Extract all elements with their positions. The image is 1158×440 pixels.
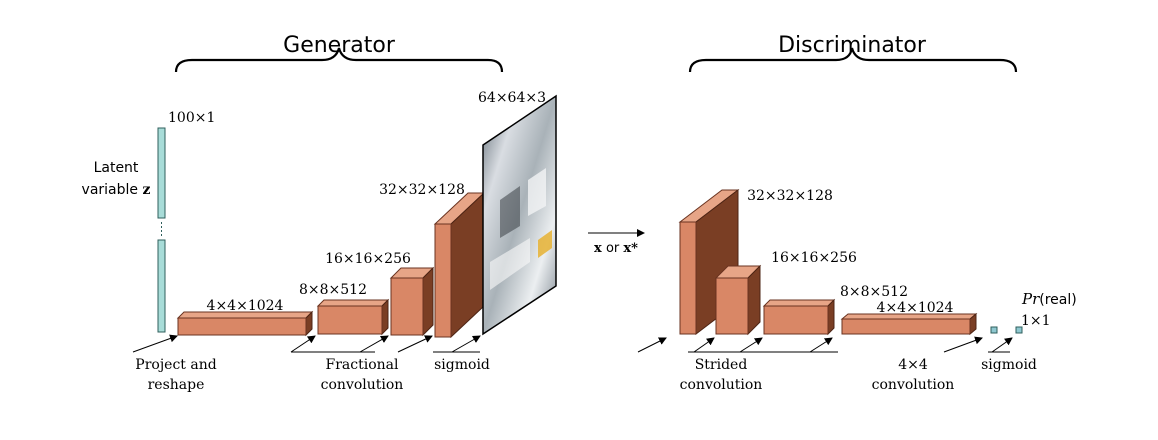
fractional-conv-label-2: convolution: [321, 377, 404, 393]
generator-layer-label-3: 16×16×256: [325, 251, 411, 267]
probability-label: Pr(real): [1021, 290, 1077, 308]
generator-block-32x32x128: [433, 191, 486, 339]
generator-block-4x4x1024: [176, 310, 314, 337]
discriminator-block-4x4x1024: [840, 312, 978, 336]
generator-title: Generator: [283, 33, 396, 58]
discriminator-sigmoid-label: sigmoid: [981, 357, 1037, 373]
strided-conv-label-1: Strided: [695, 357, 748, 373]
discriminator-output-square-1: [990, 326, 998, 334]
generator-sigmoid-label: sigmoid: [434, 357, 490, 373]
generator-section: Generator 100×1 Latent variable z 4×4×10…: [82, 33, 557, 393]
input-link-label: x or x*: [594, 241, 638, 256]
discriminator-layer-label-1: 32×32×128: [747, 188, 833, 204]
discriminator-section: Discriminator 32×32×128 16×16×256 8×8×51…: [637, 33, 1077, 393]
discriminator-output-size-label: 1×1: [1021, 313, 1051, 329]
latent-label-line2: variable z: [82, 182, 151, 198]
discriminator-op-arrows: [637, 336, 1013, 353]
discriminator-title: Discriminator: [778, 33, 927, 58]
generator-layer-label-1: 4×4×1024: [207, 298, 284, 314]
project-reshape-label-1: Project and: [135, 357, 216, 373]
latent-vector: [157, 127, 166, 333]
project-reshape-label-2: reshape: [148, 377, 205, 393]
generator-block-8x8x512: [316, 298, 390, 336]
discriminator-block-8x8x512: [762, 298, 836, 336]
discriminator-block-16x16x256: [714, 264, 762, 336]
generator-layer-label-2: 8×8×512: [299, 282, 367, 298]
conv4x4-label-1: 4×4: [898, 357, 928, 373]
discriminator-layer-label-2: 16×16×256: [771, 250, 857, 266]
generator-brace: [174, 47, 504, 73]
conv4x4-label-2: convolution: [872, 377, 955, 393]
generated-image: [482, 94, 557, 336]
discriminator-layer-label-4: 4×4×1024: [877, 300, 954, 316]
latent-size-label: 100×1: [168, 110, 215, 126]
generator-block-16x16x256: [389, 266, 435, 337]
generator-op-arrows: [132, 334, 481, 353]
fractional-conv-label-1: Fractional: [326, 357, 399, 373]
latent-label-line1: Latent: [94, 160, 139, 176]
generator-layer-label-4: 32×32×128: [379, 182, 465, 198]
strided-conv-label-2: convolution: [680, 377, 763, 393]
discriminator-output-square-2: [1015, 326, 1023, 334]
input-link: x or x*: [588, 229, 645, 256]
discriminator-layer-label-3: 8×8×512: [840, 284, 908, 300]
output-size-label: 64×64×3: [478, 90, 546, 106]
discriminator-brace: [688, 47, 1018, 73]
